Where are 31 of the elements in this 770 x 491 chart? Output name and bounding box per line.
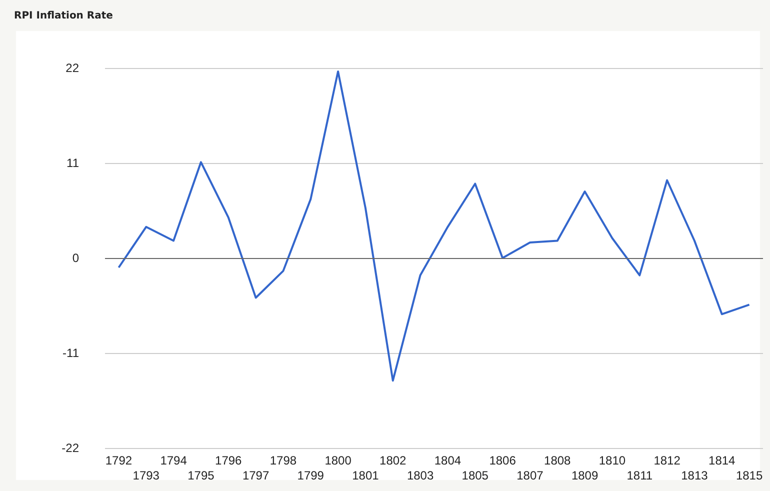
- x-tick-label: 1797: [242, 468, 270, 482]
- x-tick-label: 1800: [324, 454, 352, 468]
- x-tick-label: 1815: [736, 468, 763, 482]
- x-tick-label: 1798: [270, 454, 297, 468]
- chart-title: RPI Inflation Rate: [14, 10, 114, 22]
- x-tick-label: 1808: [544, 454, 572, 468]
- y-tick-label: -22: [62, 441, 80, 455]
- x-tick-label: 1793: [132, 468, 160, 482]
- y-tick-label: -11: [62, 346, 80, 360]
- y-tick-label: 0: [72, 251, 80, 265]
- x-tick-label: 1794: [160, 454, 188, 468]
- x-tick-label: 1801: [352, 468, 380, 482]
- x-tick-label: 1809: [571, 468, 598, 482]
- y-tick-label: 22: [66, 61, 80, 75]
- y-tick-label: 11: [66, 156, 80, 170]
- x-tick-label: 1795: [188, 468, 215, 482]
- x-tick-label: 1792: [105, 454, 132, 468]
- line-series: [118, 70, 750, 382]
- x-tick-label: 1804: [434, 454, 462, 468]
- x-tick-label: 1812: [654, 454, 681, 468]
- x-tick-label: 1807: [516, 468, 544, 482]
- x-tick-label: 1803: [406, 468, 434, 482]
- x-tick-label: 1796: [215, 454, 242, 468]
- x-tick-label: 1805: [462, 468, 489, 482]
- x-tick-label: 1813: [681, 468, 708, 482]
- x-tick-label: 1811: [626, 468, 653, 482]
- x-tick-label: 1802: [380, 454, 407, 468]
- x-tick-label: 1806: [489, 454, 516, 468]
- x-tick-label: 1799: [297, 468, 324, 482]
- x-tick-label: 1814: [708, 454, 736, 468]
- x-tick-label: 1810: [598, 454, 626, 468]
